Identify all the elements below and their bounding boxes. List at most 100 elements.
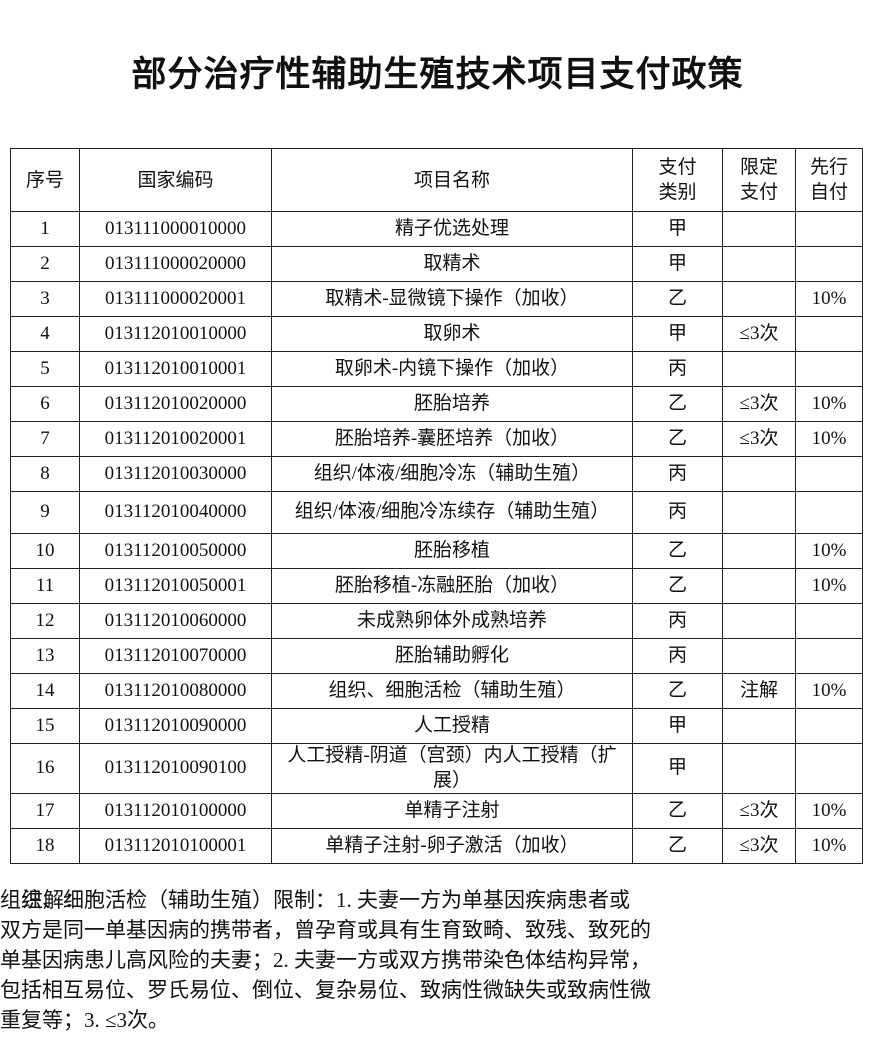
- table-cell: 丙: [632, 456, 723, 492]
- table-cell: 乙: [632, 281, 723, 317]
- table-cell: 013112010020000: [79, 386, 272, 422]
- table-cell: [795, 638, 863, 674]
- table-cell: [795, 708, 863, 744]
- table-cell: 013111000010000: [79, 211, 272, 247]
- table-cell: 胚胎培养: [271, 386, 633, 422]
- table-cell: 10%: [795, 533, 863, 569]
- table-cell: 013112010100001: [79, 828, 272, 865]
- table-cell: 人工授精-阴道（宫颈）内人工授精（扩展）: [271, 742, 633, 795]
- table-cell: 013112010070000: [79, 638, 272, 674]
- note: 注解： 组织、细胞活检（辅助生殖）限制：1. 夫妻一方为单基因疾病患者或 双方是同…: [0, 884, 875, 1034]
- table-cell: [722, 246, 796, 282]
- table-cell: [722, 603, 796, 639]
- table-row: 12 013112010060000 未成熟卵体外成熟培养丙: [10, 603, 863, 639]
- table-row: 5 013112010010001 取卵术-内镜下操作（加收）丙: [10, 351, 863, 387]
- table-row: 10 013112010050000 胚胎移植乙 10%: [10, 533, 863, 569]
- table-cell: 取卵术: [271, 316, 633, 352]
- table-cell: 2: [10, 246, 80, 282]
- table-cell: [795, 491, 863, 534]
- table-cell: 7: [10, 421, 80, 457]
- table-cell: 013112010030000: [79, 456, 272, 492]
- table-cell: [795, 456, 863, 492]
- table-row: 7 013112010020001 胚胎培养-囊胚培养（加收）乙 ≤3次 10%: [10, 421, 863, 457]
- table-cell: 乙: [632, 386, 723, 422]
- table-cell: 013112010060000: [79, 603, 272, 639]
- table-cell: [722, 456, 796, 492]
- note-line: 包括相互易位、罗氏易位、倒位、复杂易位、致病性微缺失或致病性微: [0, 978, 651, 1002]
- table-cell: 甲: [632, 246, 723, 282]
- table-row: 6 013112010020000 胚胎培养乙 ≤3次 10%: [10, 386, 863, 422]
- table-cell: 甲: [632, 211, 723, 247]
- table-row: 17 013112010100000 单精子注射乙 ≤3次 10%: [10, 793, 863, 830]
- table-header: 序号 国家编码 项目名称 支付 类别 限定 支付 先行 自付: [10, 148, 863, 212]
- table-cell: 组织、细胞活检（辅助生殖）: [271, 673, 633, 709]
- table-cell: 3: [10, 281, 80, 317]
- table-cell: 013112010100000: [79, 793, 272, 830]
- header-cell: 支付 类别: [632, 148, 723, 212]
- table-cell: 人工授精: [271, 708, 633, 744]
- table-cell: 10: [10, 533, 80, 569]
- table-cell: 10%: [795, 828, 863, 865]
- table-cell: 10%: [795, 568, 863, 604]
- table-cell: 甲: [632, 708, 723, 744]
- table-cell: 胚胎移植: [271, 533, 633, 569]
- table-cell: 乙: [632, 828, 723, 865]
- table-cell: [722, 638, 796, 674]
- table-cell: 5: [10, 351, 80, 387]
- table-cell: [722, 742, 796, 795]
- header-cell: 序号: [10, 148, 80, 212]
- table-row: 4 013112010010000 取卵术甲 ≤3次: [10, 316, 863, 352]
- table-cell: 注解: [722, 673, 796, 709]
- table-cell: 丙: [632, 638, 723, 674]
- note-line: 双方是同一单基因病的携带者，曾孕育或具有生育致畸、致残、致死的: [0, 918, 651, 942]
- table-cell: 013112010090000: [79, 708, 272, 744]
- table-row: 2 013111000020000 取精术甲: [10, 246, 863, 282]
- table-cell: 10%: [795, 281, 863, 317]
- table-cell: 013112010010000: [79, 316, 272, 352]
- table-cell: 4: [10, 316, 80, 352]
- table-cell: 未成熟卵体外成熟培养: [271, 603, 633, 639]
- table-cell: ≤3次: [722, 793, 796, 830]
- table-cell: ≤3次: [722, 386, 796, 422]
- table-cell: 013112010050000: [79, 533, 272, 569]
- table-cell: 取精术: [271, 246, 633, 282]
- header-cell: 项目名称: [271, 148, 633, 212]
- table-cell: [795, 742, 863, 795]
- table-cell: [795, 246, 863, 282]
- table-cell: 10%: [795, 673, 863, 709]
- table-cell: [722, 491, 796, 534]
- header-cell: 限定 支付: [722, 148, 796, 212]
- table-cell: [722, 351, 796, 387]
- table-row: 14 013112010080000 组织、细胞活检（辅助生殖）乙注解 10%: [10, 673, 863, 709]
- table-cell: 精子优选处理: [271, 211, 633, 247]
- note-line: 组织、细胞活检（辅助生殖）限制：1. 夫妻一方为单基因疾病患者或: [0, 888, 630, 912]
- table-cell: 013112010090100: [79, 742, 272, 795]
- table-cell: 取精术-显微镜下操作（加收）: [271, 281, 633, 317]
- table-body: 1 013111000010000 精子优选处理甲 2 013111000020000 取…: [10, 211, 863, 865]
- table-cell: 丙: [632, 351, 723, 387]
- table-cell: 组织/体液/细胞冷冻（辅助生殖）: [271, 456, 633, 492]
- header-cell: 国家编码: [79, 148, 272, 212]
- table-row: 8 013112010030000 组织/体液/细胞冷冻（辅助生殖）丙: [10, 456, 863, 492]
- table-row: 9 013112010040000 组织/体液/细胞冷冻续存（辅助生殖）丙: [10, 491, 863, 534]
- table-cell: [722, 708, 796, 744]
- table-cell: 15: [10, 708, 80, 744]
- table-cell: 18: [10, 828, 80, 865]
- table-cell: [795, 211, 863, 247]
- table-cell: 14: [10, 673, 80, 709]
- table-cell: 013111000020000: [79, 246, 272, 282]
- table-cell: 013112010010001: [79, 351, 272, 387]
- table-cell: 013112010020001: [79, 421, 272, 457]
- table-row: 13 013112010070000 胚胎辅助孵化丙: [10, 638, 863, 674]
- table-cell: 12: [10, 603, 80, 639]
- table-cell: 乙: [632, 421, 723, 457]
- header-cell: 先行 自付: [795, 148, 863, 212]
- table-cell: [795, 351, 863, 387]
- table-cell: 组织/体液/细胞冷冻续存（辅助生殖）: [271, 491, 633, 534]
- table-cell: 丙: [632, 603, 723, 639]
- table-cell: 丙: [632, 491, 723, 534]
- table-cell: [722, 533, 796, 569]
- table-cell: 乙: [632, 533, 723, 569]
- table-cell: 11: [10, 568, 80, 604]
